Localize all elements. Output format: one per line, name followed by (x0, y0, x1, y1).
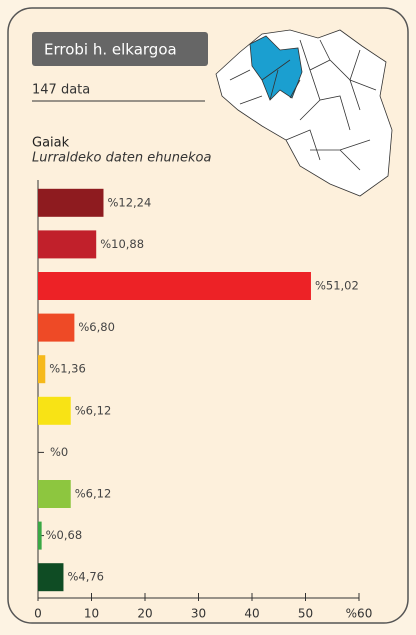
header-title: Errobi h. elkargoa (44, 41, 177, 59)
x-tick-label: 20 (137, 607, 152, 621)
value-label: %6,12 (75, 487, 112, 501)
value-label: %0 (50, 445, 68, 459)
value-label: %12,24 (107, 195, 151, 209)
x-tick-label: 10 (84, 607, 99, 621)
x-tick-label: 40 (244, 607, 259, 621)
value-label: %51,02 (315, 279, 359, 293)
bar (38, 480, 71, 508)
value-label: %10,88 (100, 237, 144, 251)
bar (38, 313, 75, 342)
value-label: %6,12 (75, 403, 112, 417)
header-box (32, 32, 208, 66)
value-label: %1,36 (49, 362, 86, 376)
bar (38, 230, 97, 259)
bar (38, 563, 64, 592)
chart-title: Gaiak (32, 136, 70, 151)
chart-subtitle: Lurraldeko daten ehunekoa (32, 151, 211, 166)
value-label: %0,68 (46, 528, 83, 542)
bar (38, 272, 311, 300)
map (215, 29, 393, 197)
x-tick-label: %60 (346, 607, 373, 621)
x-tick-label: 0 (34, 607, 42, 621)
record-count: 147 data (32, 83, 90, 98)
bar (38, 355, 46, 384)
bar (38, 521, 42, 550)
value-label: %4,76 (67, 570, 104, 584)
bar (38, 188, 104, 217)
bar (38, 396, 71, 425)
x-tick-label: 30 (191, 607, 206, 621)
value-label: %6,80 (78, 320, 115, 334)
x-tick-label: 50 (298, 607, 313, 621)
